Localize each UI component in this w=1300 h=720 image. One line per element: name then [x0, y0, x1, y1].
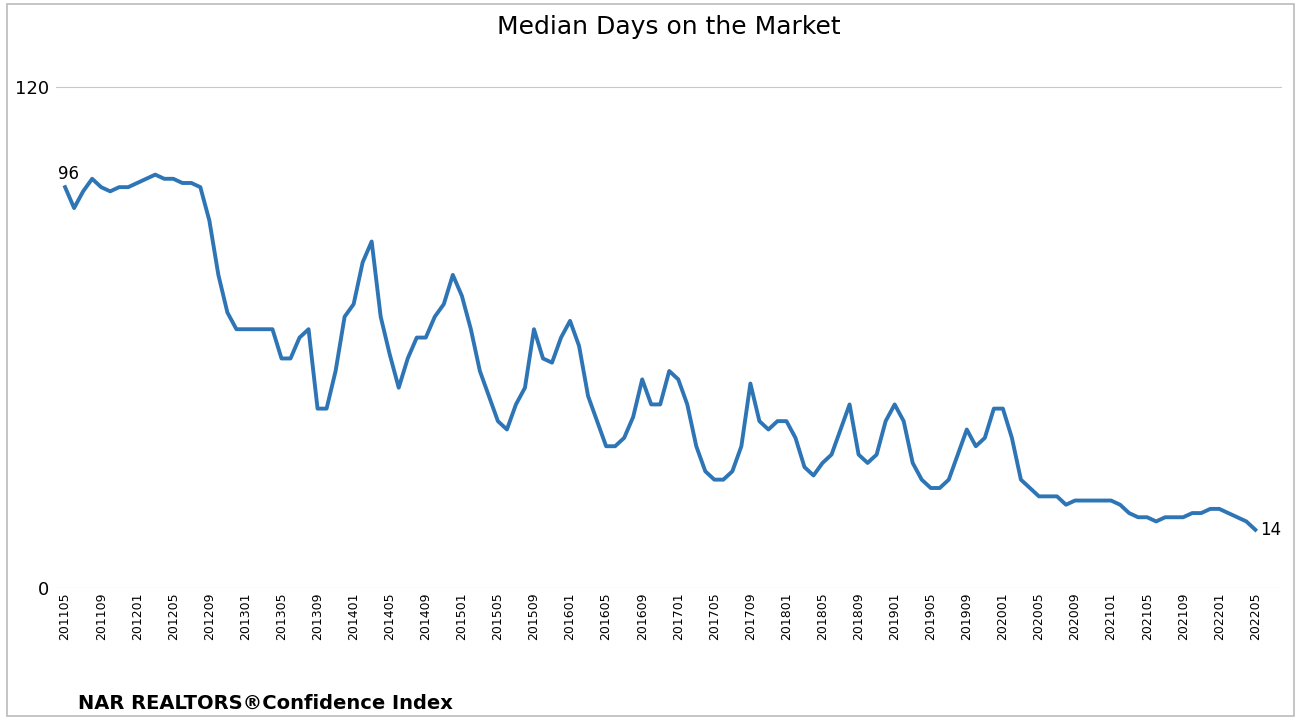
Text: 14: 14 — [1260, 521, 1280, 539]
Text: 96: 96 — [58, 165, 79, 183]
Text: NAR REALTORS®Confidence Index: NAR REALTORS®Confidence Index — [78, 694, 452, 713]
Title: Median Days on the Market: Median Days on the Market — [498, 15, 841, 39]
